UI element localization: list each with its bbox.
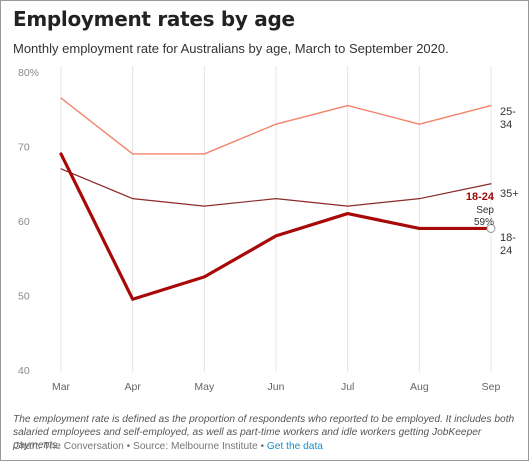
chart-subtitle: Monthly employment rate for Australians …: [13, 41, 449, 56]
footnote: The employment rate is defined as the pr…: [13, 414, 515, 451]
x-tick-label: Sep: [482, 381, 501, 393]
credit-separator: •: [257, 441, 267, 452]
x-tick-label: Jul: [341, 381, 354, 393]
chart-title: Employment rates by age: [13, 7, 295, 31]
series-label-25-34: 25-: [500, 106, 516, 118]
credit-chart: Chart: The Conversation: [13, 441, 124, 452]
x-tick-label: Mar: [52, 381, 71, 393]
x-tick-label: May: [194, 381, 215, 393]
y-tick-label: 60: [18, 216, 30, 228]
credits: Chart: The Conversation • Source: Melbou…: [13, 441, 323, 452]
y-axis-ticks: 40 50 60 70 80%: [18, 67, 39, 377]
annotation-heading: 18-24: [466, 191, 495, 203]
y-tick-label: 80%: [18, 67, 39, 79]
y-tick-label: 70: [18, 142, 30, 154]
series-label-18-24: 24: [500, 245, 512, 257]
series-label-18-24: 18-: [500, 232, 516, 244]
series-label-25-34: 34: [500, 119, 512, 131]
credit-separator: •: [123, 441, 134, 452]
y-tick-label: 50: [18, 291, 30, 303]
get-data-link[interactable]: Get the data: [266, 441, 323, 452]
x-tick-label: Aug: [410, 381, 429, 393]
series-line-25-34: [60, 97, 492, 155]
annotation-month: Sep: [476, 205, 494, 216]
grid-lines: [60, 66, 492, 372]
annotation-value: 59%: [474, 217, 494, 228]
annotation-marker: [486, 223, 496, 233]
series-labels: 25-34 35+ 18-24: [500, 106, 519, 257]
credit-source: Source: Melbourne Institute: [133, 441, 258, 452]
x-tick-label: Apr: [124, 381, 141, 393]
series-label-35: 35+: [500, 188, 519, 200]
series-line-18-24: [59, 152, 493, 301]
x-tick-label: Jun: [268, 381, 285, 393]
x-axis-ticks: Mar Apr May Jun Jul Aug Sep: [52, 381, 501, 393]
series-line-35: [60, 168, 492, 207]
series-lines: [59, 97, 493, 301]
y-tick-label: 40: [18, 365, 30, 377]
